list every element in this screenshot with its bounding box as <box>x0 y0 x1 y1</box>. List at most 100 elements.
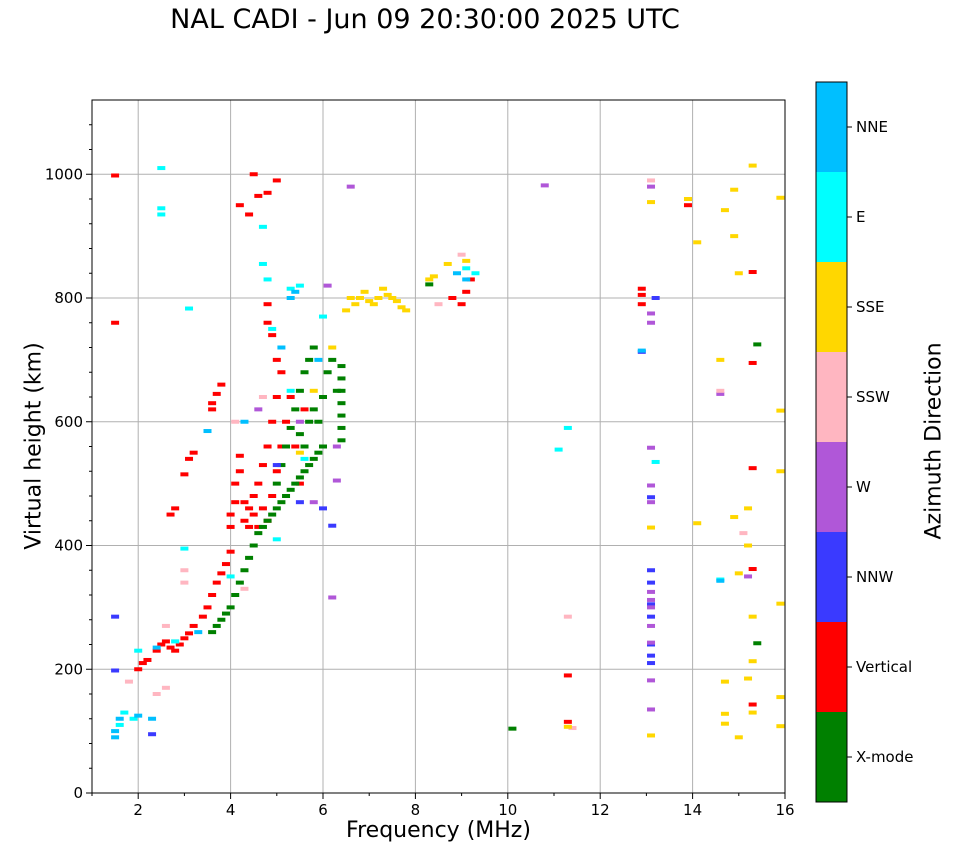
data-point-nne <box>286 296 295 300</box>
data-point-x-mode <box>272 506 281 511</box>
data-point-vertical <box>235 203 244 208</box>
colorbar-tick-label: W <box>856 478 871 496</box>
data-point-sse <box>776 601 785 606</box>
data-point-e <box>129 716 138 721</box>
data-point-x-mode <box>323 370 332 375</box>
data-point-x-mode <box>254 531 263 536</box>
data-point-vertical <box>637 302 646 307</box>
data-point-vertical <box>263 444 272 449</box>
data-point-vertical <box>189 450 198 455</box>
data-point-vertical <box>277 370 286 375</box>
data-point-sse <box>351 302 360 307</box>
data-point-x-mode <box>221 611 230 616</box>
data-point-x-mode <box>337 388 346 393</box>
data-point-e <box>258 261 267 266</box>
data-point-w <box>647 500 656 505</box>
data-point-x-mode <box>305 419 314 424</box>
data-point-vertical <box>249 172 258 177</box>
data-point-vertical <box>208 401 217 406</box>
data-point-sse <box>360 289 369 294</box>
data-point-sse <box>744 676 753 681</box>
data-point-ssw <box>161 685 170 690</box>
data-point-sse <box>462 258 471 263</box>
data-point-vertical <box>466 277 475 282</box>
data-point-x-mode <box>245 555 254 560</box>
data-point-w <box>346 184 355 189</box>
data-point-nnw <box>647 602 656 607</box>
data-point-vertical <box>295 481 304 486</box>
data-point-vertical <box>180 472 189 477</box>
data-point-vertical <box>212 391 221 396</box>
data-point-sse <box>425 277 434 282</box>
data-point-vertical <box>748 702 757 707</box>
data-point-ssw <box>716 388 725 393</box>
data-point-vertical <box>300 407 309 412</box>
data-point-vertical <box>226 549 235 554</box>
x-tick-label: 10 <box>498 801 517 819</box>
data-point-vertical <box>166 645 175 650</box>
colorbar-frame <box>815 81 848 803</box>
data-point-e <box>263 277 272 282</box>
data-point-sse <box>730 515 739 520</box>
data-point-e <box>180 546 189 551</box>
data-point-e <box>651 459 660 464</box>
data-point-vertical <box>185 631 194 636</box>
data-point-sse <box>346 296 355 300</box>
data-point-sse <box>730 187 739 192</box>
data-point-vertical <box>277 444 286 449</box>
data-point-sse <box>748 659 757 664</box>
data-point-vertical <box>268 494 277 498</box>
data-point-nne <box>716 578 725 583</box>
data-point-w <box>647 707 656 712</box>
data-point-sse <box>309 388 318 393</box>
data-point-x-mode <box>309 456 318 461</box>
data-point-nne <box>277 345 286 350</box>
data-point-x-mode <box>300 469 309 474</box>
data-point-vertical <box>221 562 230 567</box>
data-point-sse <box>776 195 785 200</box>
data-point-x-mode <box>305 463 314 468</box>
data-point-nnw <box>111 614 120 619</box>
y-tick-label: 1000 <box>45 165 83 183</box>
data-point-vertical <box>249 512 258 517</box>
data-point-ssw <box>457 252 466 257</box>
data-point-nnw <box>111 668 120 673</box>
data-point-ssw <box>563 614 572 619</box>
data-point-sse <box>716 357 725 362</box>
data-point-e <box>171 639 180 644</box>
data-point-x-mode <box>309 345 318 350</box>
data-point-vertical <box>637 292 646 297</box>
data-point-vertical <box>249 494 258 498</box>
data-point-vertical <box>175 642 184 647</box>
data-point-w <box>254 407 263 412</box>
data-point-w <box>295 419 304 424</box>
data-point-x-mode <box>337 438 346 443</box>
data-point-vertical <box>748 466 757 471</box>
data-point-x-mode <box>272 481 281 486</box>
data-point-vertical <box>240 518 249 523</box>
colorbar-tick-label: X-mode <box>856 748 913 766</box>
data-point-sse <box>383 292 392 297</box>
data-point-nnw <box>272 463 281 468</box>
data-point-sse <box>720 679 729 684</box>
data-point-vertical <box>748 360 757 365</box>
data-point-x-mode <box>240 568 249 573</box>
data-point-sse <box>365 299 374 304</box>
data-point-sse <box>392 299 401 304</box>
colorbar-tick-label: NNW <box>856 568 893 586</box>
data-point-ssw <box>152 692 161 696</box>
data-point-vertical <box>157 642 166 647</box>
data-point-vertical <box>235 469 244 474</box>
data-point-vertical <box>272 395 281 399</box>
data-point-nnw <box>319 506 327 511</box>
data-point-w <box>647 640 656 645</box>
data-point-vertical <box>180 636 189 641</box>
data-point-sse <box>744 506 753 511</box>
data-point-vertical <box>111 173 120 178</box>
data-point-x-mode <box>332 388 341 393</box>
data-point-e <box>157 212 166 217</box>
data-point-ssw <box>647 178 656 183</box>
data-point-sse <box>397 305 406 310</box>
data-point-x-mode <box>291 407 300 412</box>
